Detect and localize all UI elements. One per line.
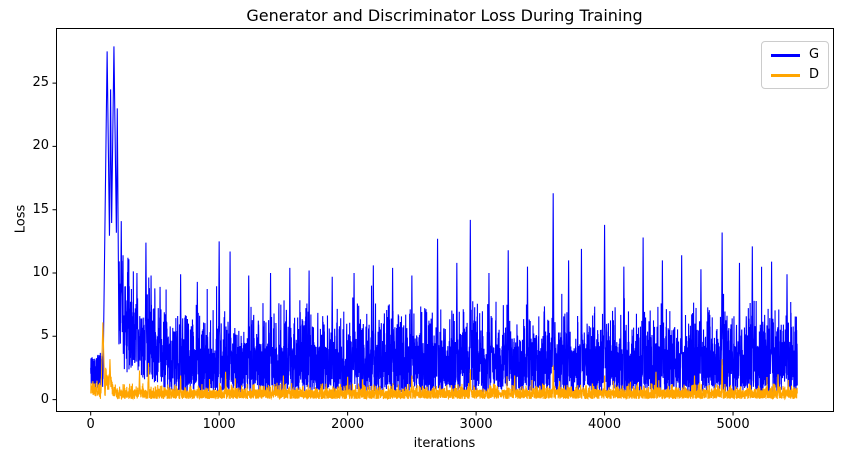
tick-marks	[52, 82, 734, 416]
x-tick-label: 4000	[588, 417, 622, 432]
legend-label-g: G	[809, 47, 820, 62]
x-tick-label: 1000	[202, 417, 236, 432]
x-tick-label: 5000	[716, 417, 750, 432]
d-line-swatch	[771, 73, 800, 77]
d-loss-line	[90, 322, 798, 401]
legend-label-d: D	[809, 67, 820, 82]
y-tick-label: 20	[32, 138, 49, 154]
legend-item-d: D	[771, 68, 819, 82]
legend-item-g: G	[771, 48, 819, 62]
axes-frame	[56, 28, 834, 412]
x-axis-label: iterations	[413, 436, 476, 451]
y-tick-label: 15	[32, 201, 49, 217]
y-tick-label: 0	[40, 391, 49, 407]
x-tick-label: 0	[86, 417, 95, 432]
legend: G D	[761, 41, 830, 89]
y-tick-label: 25	[32, 75, 49, 91]
y-tick-label: 5	[40, 328, 49, 344]
x-tick-label: 3000	[459, 417, 493, 432]
g-loss-line	[90, 46, 798, 393]
chart-title: Generator and Discriminator Loss During …	[246, 6, 643, 25]
y-tick-label: 10	[32, 264, 49, 280]
g-line-swatch	[771, 53, 800, 57]
x-tick-label: 2000	[331, 417, 365, 432]
